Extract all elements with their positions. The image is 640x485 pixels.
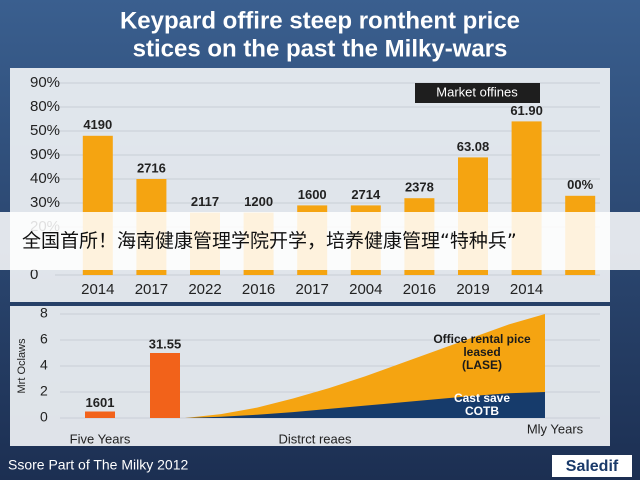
x-tick-label: 2019	[456, 281, 489, 298]
bar-text: 31.55	[149, 336, 182, 351]
bar-text: 4190	[83, 117, 112, 132]
y-tick-label: 4	[40, 357, 48, 373]
bar-text: 63.08	[457, 139, 490, 154]
y-tick-label: 8	[40, 305, 48, 321]
bar-text: 2716	[137, 160, 166, 175]
bar-text: 2117	[191, 194, 219, 209]
area	[185, 392, 545, 418]
x-tick-label: 2014	[81, 281, 114, 298]
x-tick-label: 2016	[403, 281, 436, 298]
y-tick-label: 90%	[30, 146, 60, 163]
series-label: Cast save COTB	[454, 391, 510, 418]
bar-text: 2378	[405, 180, 434, 195]
area	[185, 314, 545, 418]
logo-box	[552, 455, 632, 477]
x-tick-label: 2022	[188, 281, 221, 298]
y-tick-label: 80%	[30, 98, 60, 115]
bar-text: 1200	[244, 194, 273, 209]
logo: Saledif	[566, 458, 619, 475]
bar-text: 1600	[298, 187, 327, 202]
x-tick-label: 2017	[135, 281, 168, 298]
y-tick-label: 50%	[30, 122, 60, 139]
x-label: Mly Years	[527, 421, 584, 436]
bar-text: 00%	[567, 177, 593, 192]
x-label: Distrct reaes	[279, 431, 352, 446]
bar	[150, 353, 180, 418]
y-tick-label: 30%	[30, 194, 60, 211]
legend-box	[415, 83, 540, 103]
bar-text: 1601	[86, 395, 115, 410]
bar-text: 61.90	[510, 103, 543, 118]
x-label: Five Years	[70, 431, 131, 446]
bar-text: 2714	[351, 187, 381, 202]
x-tick-label: 2004	[349, 281, 382, 298]
title: Keypard offire steep ronthent price	[120, 7, 520, 34]
bar	[85, 411, 115, 418]
y-tick-label: 0	[30, 266, 38, 283]
y-tick-label: 0	[40, 409, 48, 425]
y-axis-label: Mrt Oclaws	[16, 338, 28, 394]
title: stices on the past the Milky-wars	[133, 35, 508, 62]
y-tick-label: 6	[40, 331, 48, 347]
y-tick-label: 2	[40, 383, 48, 399]
series-label: Office rental pice leased (LASE)	[433, 332, 531, 372]
y-tick-label: 90%	[30, 74, 60, 91]
x-tick-label: 2017	[296, 281, 329, 298]
legend-label: Market offines	[436, 84, 518, 99]
source: Ssore Part of The Milky 2012	[8, 457, 188, 473]
x-tick-label: 2014	[510, 281, 543, 298]
x-tick-label: 2016	[242, 281, 275, 298]
news-banner: 全国首所！海南健康管理学院开学，培养健康管理“特种兵”	[0, 212, 640, 270]
y-tick-label: 40%	[30, 170, 60, 187]
